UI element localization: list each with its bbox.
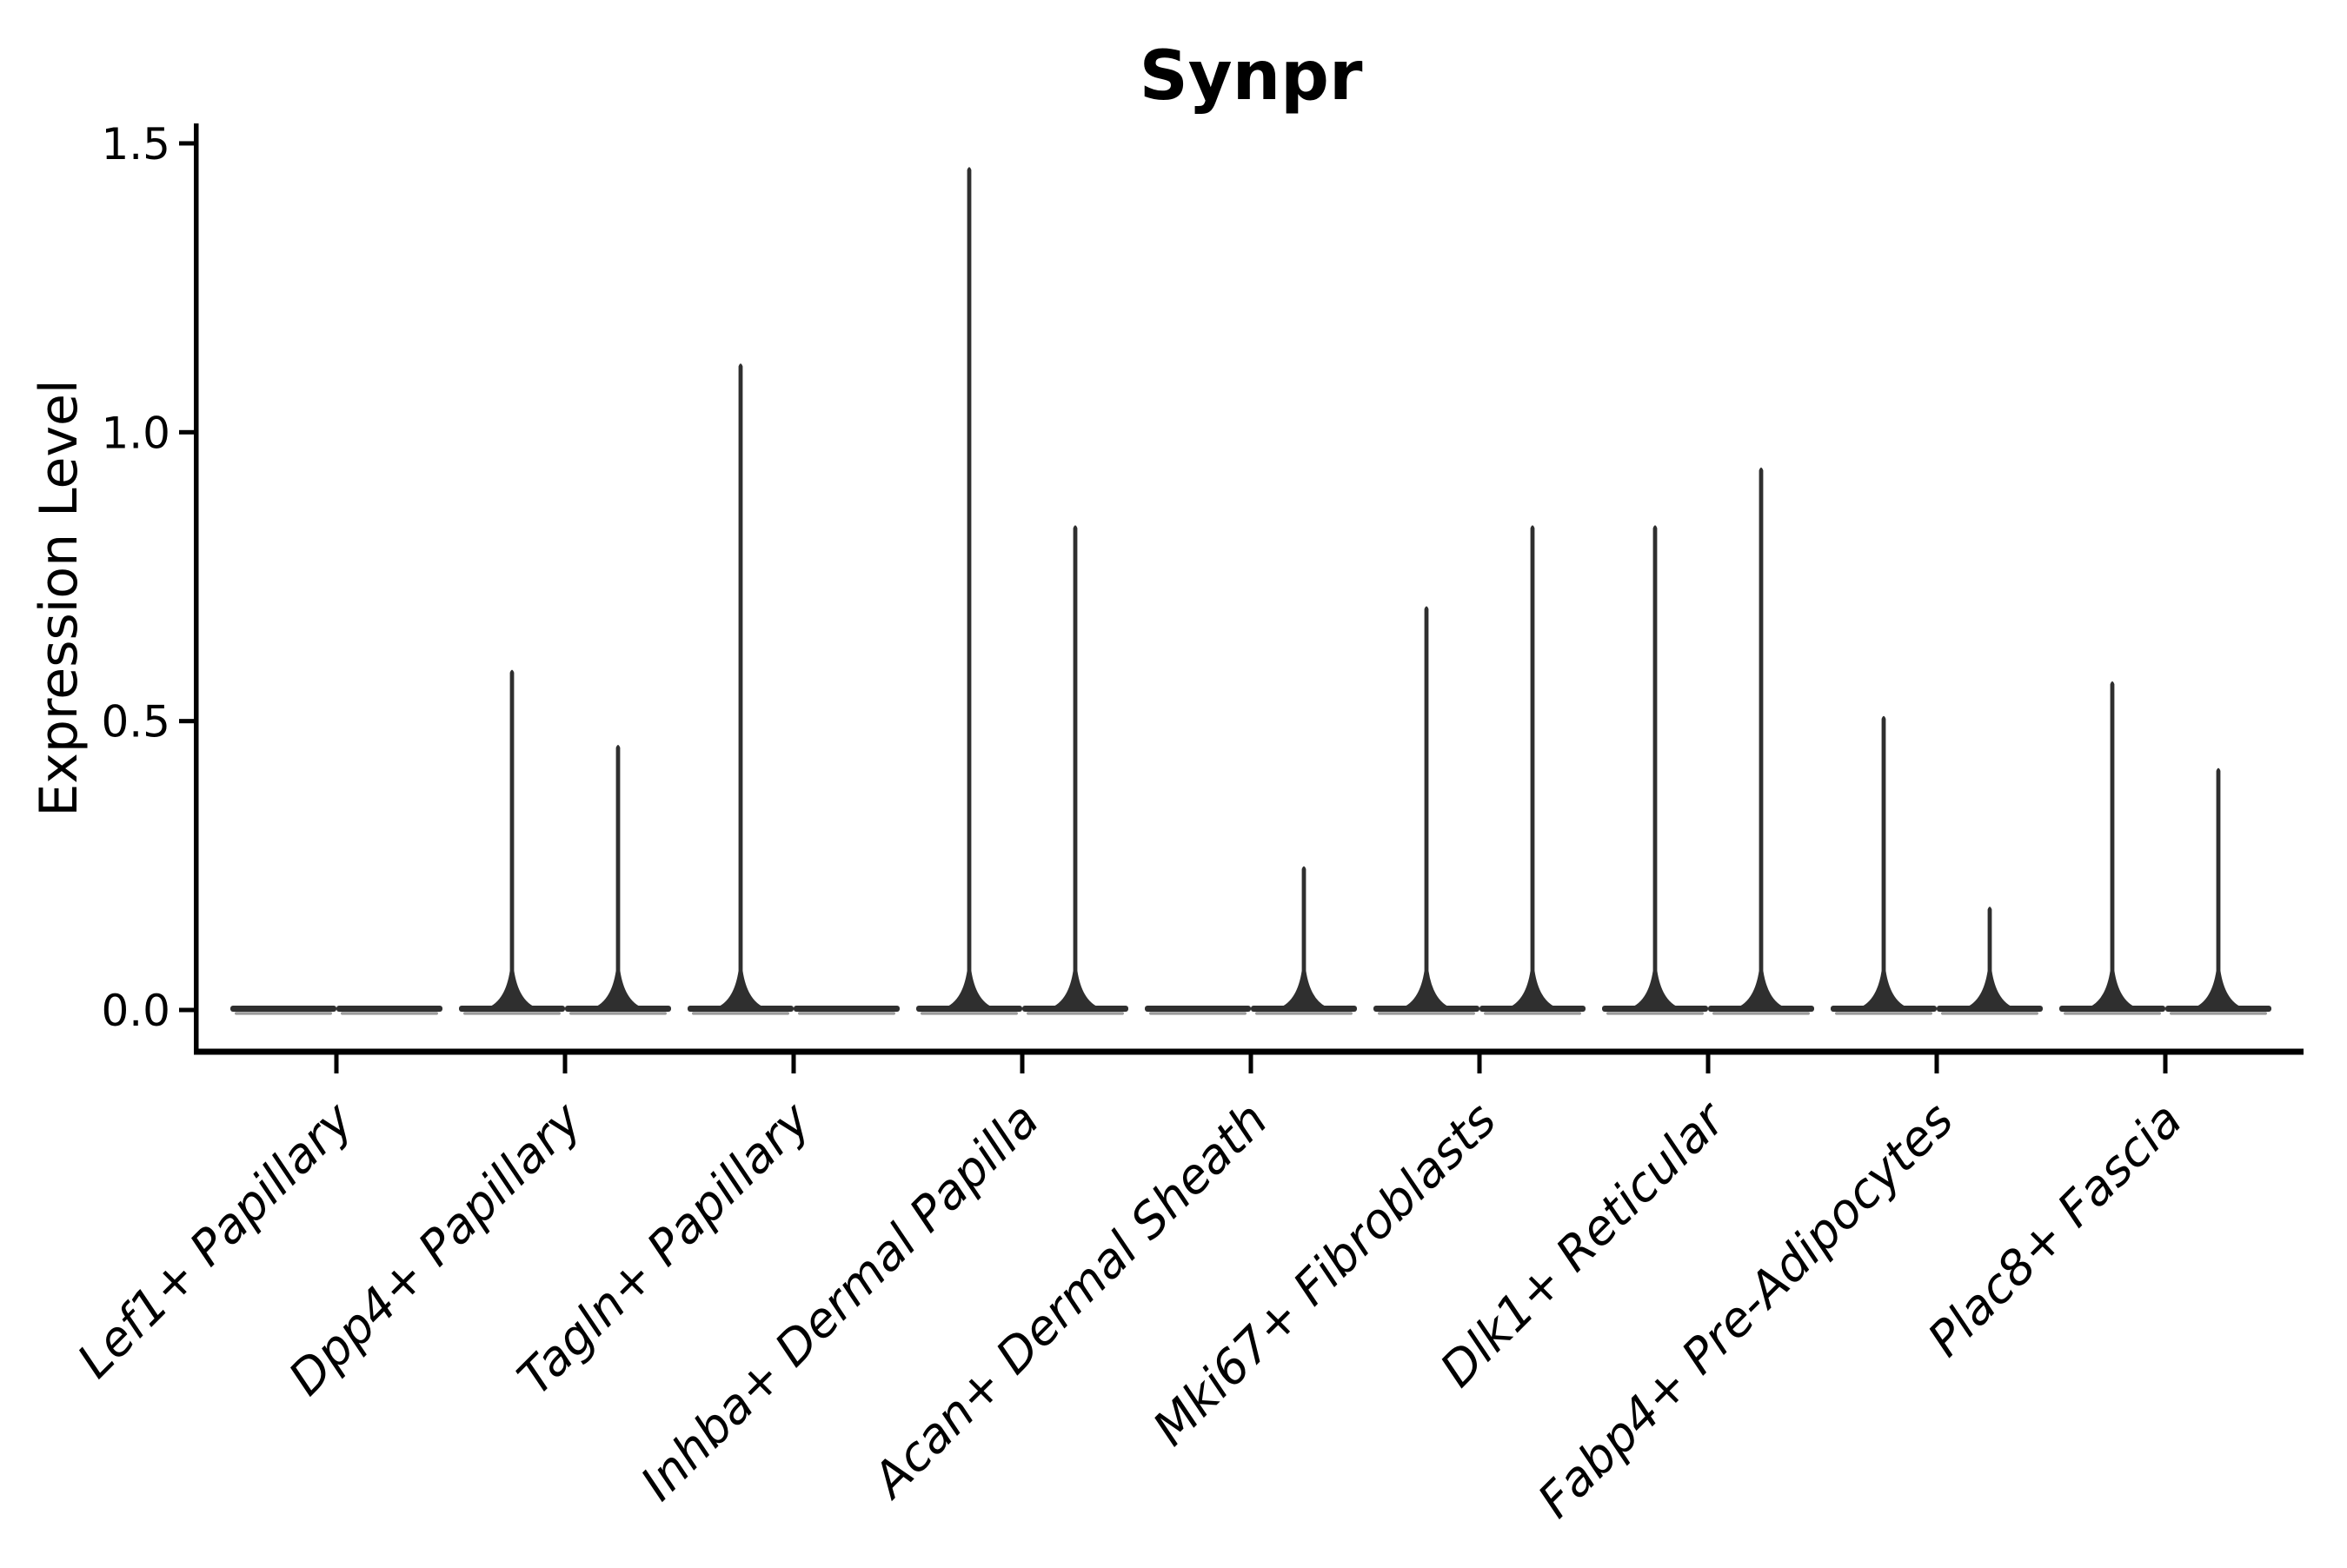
violin-spike — [943, 167, 995, 1009]
violin-spike — [1049, 525, 1101, 1008]
violin — [230, 1006, 336, 1015]
violin — [1708, 467, 1814, 1015]
violin-spike — [2192, 767, 2244, 1008]
violin-base-edge — [921, 1012, 1018, 1015]
violin-base-edge — [1027, 1012, 1124, 1015]
violin-base-edge — [1941, 1012, 2038, 1015]
violin-base — [565, 1006, 671, 1012]
y-tick-label: 0.0 — [101, 986, 170, 1036]
violin-spike — [1964, 907, 2016, 1008]
violin — [1145, 1006, 1251, 1015]
violin-base — [1022, 1006, 1128, 1012]
violin-base — [459, 1006, 565, 1012]
violin-base — [916, 1006, 1022, 1012]
violin-spike — [1629, 525, 1681, 1008]
violin-base — [1831, 1006, 1937, 1012]
y-tick-label: 1.5 — [101, 119, 170, 169]
violin — [1479, 525, 1586, 1015]
x-tick — [1477, 1054, 1482, 1073]
y-tick — [179, 141, 198, 146]
violin — [2165, 767, 2271, 1015]
violin-base — [794, 1006, 900, 1012]
violin-base — [336, 1006, 442, 1012]
y-ticks-group: 0.0 0.5 1.0 1.5 — [101, 119, 198, 1036]
violin — [459, 669, 565, 1015]
violin-base — [1251, 1006, 1357, 1012]
violin-base-edge — [1606, 1012, 1704, 1015]
violin-base — [1937, 1006, 2043, 1012]
violin-base-edge — [1149, 1012, 1247, 1015]
violin — [1602, 525, 1708, 1015]
x-tick — [1020, 1054, 1025, 1073]
violin — [1251, 866, 1357, 1015]
violin-base-edge — [1484, 1012, 1581, 1015]
x-tick — [791, 1054, 796, 1073]
violin-base — [1479, 1006, 1586, 1012]
y-tick — [179, 719, 198, 724]
violin-spike — [1735, 467, 1787, 1008]
violin-base — [1145, 1006, 1251, 1012]
violin-base-edge — [569, 1012, 667, 1015]
violin-spike — [1400, 606, 1453, 1008]
violin-base-edge — [2170, 1012, 2267, 1015]
x-tick — [1248, 1054, 1253, 1073]
violin — [688, 363, 794, 1015]
violin-spike — [592, 744, 644, 1008]
x-tick-label: Inhba+ Dermal Papilla — [630, 1092, 1049, 1511]
violin-base-edge — [1835, 1012, 1932, 1015]
violin — [336, 1006, 442, 1015]
violin-spike — [486, 669, 538, 1008]
y-tick-label: 1.0 — [101, 408, 170, 458]
y-tick-label: 0.5 — [101, 697, 170, 747]
violin-base-edge — [798, 1012, 895, 1015]
violin-spike — [1858, 715, 1910, 1008]
y-axis-label: Expression Level — [29, 379, 90, 816]
x-tick — [562, 1054, 568, 1073]
violins-group — [230, 167, 2271, 1015]
violin-base — [1602, 1006, 1708, 1012]
violin — [916, 167, 1022, 1015]
violin-base-edge — [692, 1012, 789, 1015]
violin — [1022, 525, 1128, 1015]
x-axis-spine — [194, 1048, 2304, 1055]
y-tick — [179, 429, 198, 435]
violin-base-edge — [1712, 1012, 1810, 1015]
x-tick-label: Acan+ Dermal Sheath — [861, 1092, 1279, 1510]
violin-spike — [715, 363, 767, 1008]
violin-base-edge — [341, 1012, 438, 1015]
violin-base-edge — [1378, 1012, 1475, 1015]
violin — [1373, 606, 1479, 1015]
violin-base — [230, 1006, 336, 1012]
violin-base-edge — [1255, 1012, 1353, 1015]
x-tick — [1934, 1054, 1939, 1073]
violin-base — [1373, 1006, 1479, 1012]
violin — [2059, 681, 2165, 1015]
x-tick-label: Fabp4+ Pre-Adipocytes — [1527, 1092, 1964, 1528]
x-tick — [2163, 1054, 2168, 1073]
x-tick — [334, 1054, 339, 1073]
violin-base-edge — [2064, 1012, 2161, 1015]
violin-base — [2165, 1006, 2271, 1012]
violin — [565, 744, 671, 1015]
violin-spike — [1278, 866, 1330, 1008]
violin-spike — [2086, 681, 2138, 1008]
x-tick — [1705, 1054, 1711, 1073]
violin-base — [1708, 1006, 1814, 1012]
violin-base-edge — [235, 1012, 332, 1015]
violin-base-edge — [463, 1012, 561, 1015]
violin — [1937, 907, 2043, 1015]
violin — [1831, 715, 1937, 1015]
violin — [794, 1006, 900, 1015]
plot-title: Synpr — [1140, 37, 1363, 116]
violin-base — [2059, 1006, 2165, 1012]
violin-spike — [1506, 525, 1559, 1008]
y-axis-spine — [194, 123, 199, 1054]
violin-base — [688, 1006, 794, 1012]
y-tick — [179, 1007, 198, 1013]
